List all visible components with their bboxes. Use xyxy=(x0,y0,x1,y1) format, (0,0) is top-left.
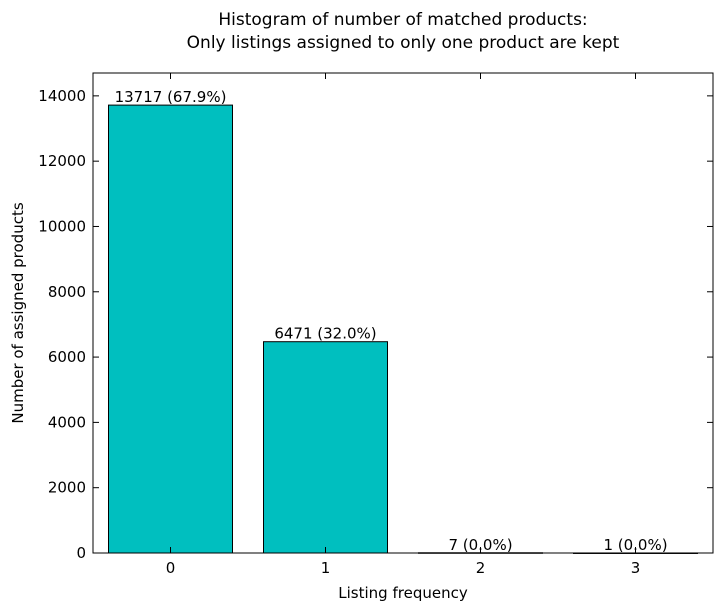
x-tick-label: 2 xyxy=(476,559,486,577)
data-label-2: 7 (0.0%) xyxy=(448,536,512,554)
bar-0 xyxy=(108,104,233,554)
x-tick-label: 0 xyxy=(166,559,176,577)
data-label-3: 1 (0.0%) xyxy=(603,536,667,554)
x-tick-label: 3 xyxy=(631,559,641,577)
y-tick-label: 0 xyxy=(76,544,86,562)
chart-title-line-2: Only listings assigned to only one produ… xyxy=(187,33,620,53)
y-tick-label: 4000 xyxy=(48,413,86,431)
chart-title-line-1: Histogram of number of matched products: xyxy=(218,10,587,30)
y-tick-label: 12000 xyxy=(38,152,86,170)
y-axis: 0 2000 4000 6000 8000 10000 12000 14000 xyxy=(38,87,713,562)
x-axis: 0 1 2 3 xyxy=(166,73,641,577)
data-label-0: 13717 (67.9%) xyxy=(115,88,227,106)
data-label-1: 6471 (32.0%) xyxy=(274,325,376,343)
y-tick-label: 10000 xyxy=(38,217,86,235)
x-axis-label: Listing frequency xyxy=(338,584,468,602)
y-axis-label: Number of assigned products xyxy=(9,202,27,423)
bar-1 xyxy=(263,341,388,554)
plot-area: 13717 (67.9%) 6471 (32.0%) 7 (0.0%) 1 (0.0%… xyxy=(108,88,698,554)
y-tick-label: 6000 xyxy=(48,348,86,366)
y-tick-label: 8000 xyxy=(48,283,86,301)
y-tick-label: 2000 xyxy=(48,479,86,497)
y-tick-label: 14000 xyxy=(38,87,86,105)
axes-frame xyxy=(92,72,714,554)
x-tick-label: 1 xyxy=(321,559,331,577)
